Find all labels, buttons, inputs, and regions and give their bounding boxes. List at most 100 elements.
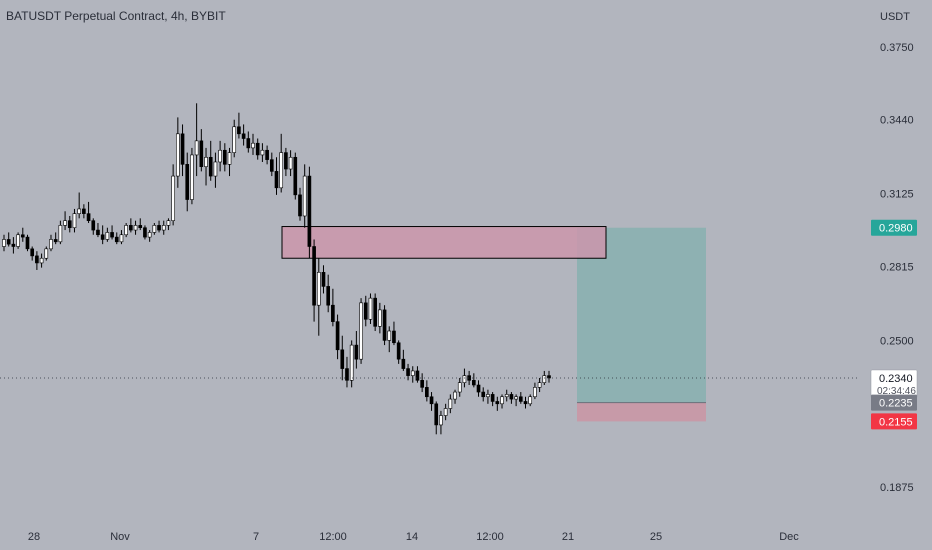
candle xyxy=(114,232,119,245)
candle-body xyxy=(420,380,424,388)
candle xyxy=(359,298,363,364)
candle-body xyxy=(368,297,373,320)
candle-body xyxy=(284,152,288,170)
candle-body xyxy=(542,375,547,383)
candle xyxy=(218,140,222,172)
candle-body xyxy=(415,370,420,381)
candle xyxy=(166,218,171,231)
candle-body xyxy=(533,387,537,398)
candle-body xyxy=(298,194,302,217)
candle-body xyxy=(425,387,429,398)
candle-body xyxy=(232,126,237,153)
candle xyxy=(58,220,63,245)
candle xyxy=(25,234,30,252)
candle-body xyxy=(91,220,96,231)
candle xyxy=(147,230,152,242)
candle xyxy=(500,394,504,409)
candle-body xyxy=(208,156,213,177)
candle xyxy=(199,129,204,172)
candle-body xyxy=(133,225,138,231)
candle xyxy=(396,340,401,364)
candle xyxy=(138,218,143,231)
candle xyxy=(486,389,490,404)
stop-zone[interactable] xyxy=(577,402,706,422)
candle xyxy=(307,166,312,259)
candle xyxy=(533,382,537,400)
candle-body xyxy=(373,297,377,327)
y-tick-label: 0.1875 xyxy=(880,482,914,494)
target-price-badge-label: 0.2980 xyxy=(879,223,913,235)
candle-body xyxy=(147,232,152,238)
candle xyxy=(467,370,471,386)
candle xyxy=(316,258,321,336)
candle xyxy=(514,394,518,407)
candle xyxy=(77,192,81,219)
candle xyxy=(434,401,439,435)
candle-body xyxy=(307,175,312,247)
candle xyxy=(481,387,486,402)
candle xyxy=(86,201,91,224)
candle xyxy=(378,302,382,334)
candle xyxy=(425,380,429,402)
candle-body xyxy=(265,149,269,160)
candle-body xyxy=(16,234,20,247)
candle xyxy=(298,187,302,221)
candle xyxy=(96,223,100,238)
candle xyxy=(406,363,410,381)
candle xyxy=(476,380,481,397)
candle-body xyxy=(504,394,509,398)
candle-body xyxy=(100,234,105,240)
candle-body xyxy=(269,159,274,172)
candle-body xyxy=(119,234,124,243)
y-tick-label: 0.3750 xyxy=(880,42,914,54)
candle-body xyxy=(331,304,335,322)
candle xyxy=(387,326,392,353)
candle-body xyxy=(49,239,53,250)
candle xyxy=(321,265,326,294)
y-axis: 0.3750 0.3440 0.3125 0.2815 0.2500 0.1875 xyxy=(880,42,914,494)
y-tick-label: 0.2500 xyxy=(880,335,914,347)
candle xyxy=(523,396,528,409)
candle-body xyxy=(251,142,255,149)
candle xyxy=(345,356,349,388)
candle-body xyxy=(382,309,387,341)
candle xyxy=(279,133,284,193)
candle xyxy=(509,392,514,404)
x-tick-label: 21 xyxy=(562,531,574,543)
candle-body xyxy=(30,248,35,257)
candle-body xyxy=(312,246,316,306)
candle-body xyxy=(6,239,11,245)
candle xyxy=(208,140,213,181)
candle-body xyxy=(453,391,457,400)
candle-body xyxy=(279,152,284,189)
candle-body xyxy=(213,161,218,177)
candle-body xyxy=(293,156,298,196)
candle-body xyxy=(227,152,232,165)
candle xyxy=(246,131,251,153)
x-axis: 28 Nov 7 12:00 14 12:00 21 25 Dec xyxy=(28,531,799,543)
x-tick-label: 12:00 xyxy=(476,531,504,543)
candle-body xyxy=(340,349,345,369)
candle-body xyxy=(124,225,128,236)
candle xyxy=(439,410,443,435)
candle-body xyxy=(246,138,251,149)
entry-price-badge-label: 0.2235 xyxy=(879,398,913,410)
candle xyxy=(11,237,16,254)
x-tick-label: 12:00 xyxy=(319,531,347,543)
candle-body xyxy=(255,142,260,156)
candle-body xyxy=(378,309,382,327)
candle xyxy=(67,215,72,233)
candle xyxy=(105,227,110,242)
candle xyxy=(100,225,105,245)
candle-body xyxy=(25,236,30,250)
candle xyxy=(53,232,58,245)
supply-zone-box[interactable] xyxy=(281,226,607,259)
candle xyxy=(241,124,246,146)
candle-body xyxy=(321,272,326,287)
candle xyxy=(284,147,288,177)
countdown-label: 02:34:46 xyxy=(877,386,916,397)
candle-body xyxy=(114,236,119,243)
